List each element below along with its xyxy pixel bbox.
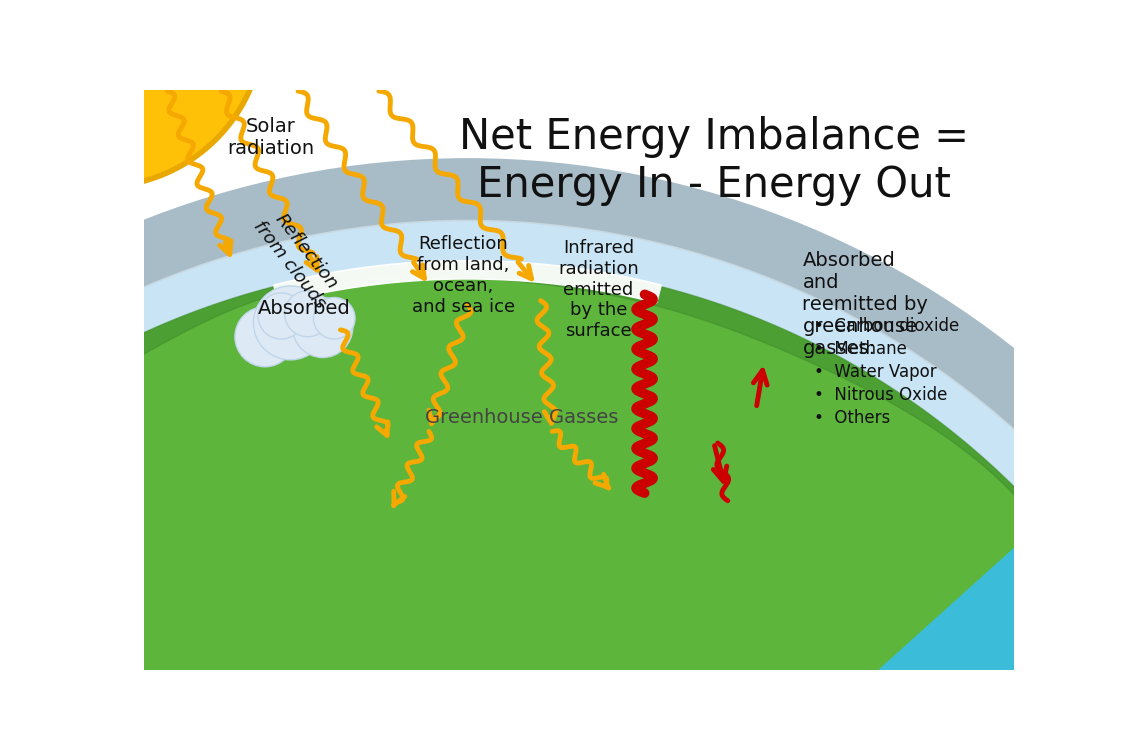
Wedge shape bbox=[0, 262, 1130, 753]
Text: Reflection
from clouds: Reflection from clouds bbox=[250, 205, 346, 312]
Text: •  Carbon dioxide: • Carbon dioxide bbox=[814, 317, 959, 335]
Polygon shape bbox=[0, 262, 1130, 753]
Text: Net Energy Imbalance =
Energy In - Energy Out: Net Energy Imbalance = Energy In - Energ… bbox=[459, 116, 968, 206]
Circle shape bbox=[0, 0, 263, 187]
Text: Solar
radiation: Solar radiation bbox=[227, 117, 314, 158]
Circle shape bbox=[285, 291, 331, 337]
Circle shape bbox=[253, 286, 328, 360]
Wedge shape bbox=[0, 221, 1130, 753]
Polygon shape bbox=[273, 261, 661, 303]
Text: •  Water Vapor: • Water Vapor bbox=[814, 363, 937, 381]
Text: •  Others: • Others bbox=[814, 410, 890, 428]
Text: Infrared
radiation
emitted
by the
surface: Infrared radiation emitted by the surfac… bbox=[558, 239, 638, 340]
Circle shape bbox=[313, 297, 355, 339]
Text: Absorbed: Absorbed bbox=[258, 299, 350, 318]
Text: Reflection
from land,
ocean,
and sea ice: Reflection from land, ocean, and sea ice bbox=[412, 235, 515, 316]
Text: Absorbed
and
reemitted by
greenhouse
gasses:: Absorbed and reemitted by greenhouse gas… bbox=[802, 251, 929, 358]
Text: •  Nitrous Oxide: • Nitrous Oxide bbox=[814, 386, 947, 404]
Wedge shape bbox=[0, 220, 1130, 753]
Circle shape bbox=[235, 306, 295, 367]
Wedge shape bbox=[468, 520, 1130, 753]
Text: •  Methane: • Methane bbox=[814, 340, 907, 358]
Circle shape bbox=[293, 297, 353, 358]
Text: Greenhouse Gasses: Greenhouse Gasses bbox=[425, 408, 618, 427]
Wedge shape bbox=[0, 158, 1130, 753]
Circle shape bbox=[258, 293, 304, 339]
